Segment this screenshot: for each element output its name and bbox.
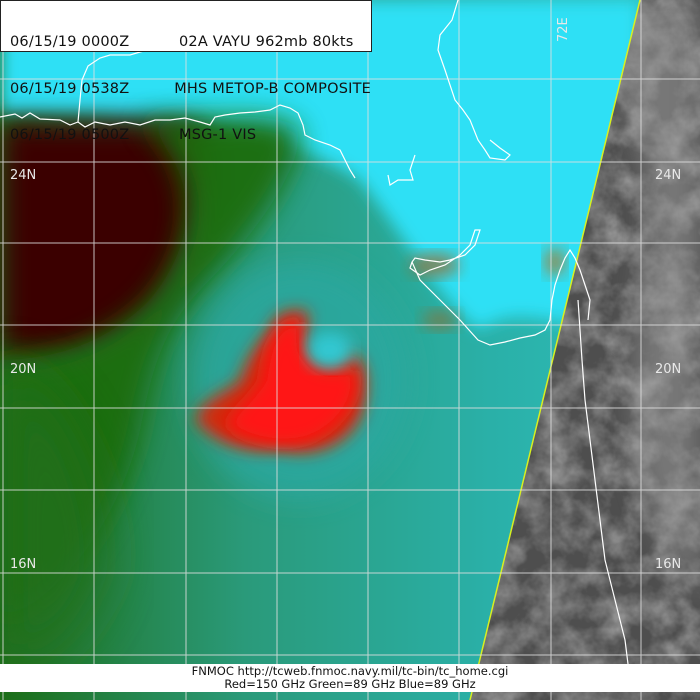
- footer-credit: FNMOC http://tcweb.fnmoc.navy.mil/tc-bin…: [0, 664, 700, 692]
- swath-edge-line: [469, 0, 641, 700]
- lat-label-24n-left: 24N: [10, 168, 37, 183]
- title-datetime: 06/15/19 0500Z: [10, 127, 130, 143]
- title-text: MSG-1 VIS: [179, 127, 257, 143]
- lat-label-16n-right: 16N: [655, 557, 682, 572]
- coastline: [0, 0, 631, 681]
- title-line-vis: 06/15/19 0500Z MSG-1 VIS: [10, 127, 371, 144]
- title-datetime: 06/15/19 0000Z: [10, 34, 130, 50]
- lat-label-20n-right: 20N: [655, 362, 682, 377]
- title-box: 06/15/19 0000Z 02A VAYU 962mb 80kts 06/1…: [0, 0, 372, 143]
- footer-source-url: FNMOC http://tcweb.fnmoc.navy.mil/tc-bin…: [191, 664, 509, 678]
- title-line-storm: 06/15/19 0000Z 02A VAYU 962mb 80kts: [10, 34, 371, 51]
- lon-label-72e: 72E: [556, 17, 571, 42]
- lat-label-24n-right: 24N: [655, 168, 682, 183]
- lat-label-20n-left: 20N: [10, 362, 37, 377]
- title-text: 02A VAYU 962mb 80kts: [179, 34, 354, 50]
- title-line-sensor: 06/15/19 0538Z MHS METOP-B COMPOSITE: [10, 80, 371, 98]
- lat-label-16n-left: 16N: [10, 557, 37, 572]
- title-text: MHS METOP-B COMPOSITE: [174, 80, 371, 97]
- footer-channel-legend: Red=150 GHz Green=89 GHz Blue=89 GHz: [224, 677, 476, 691]
- convection-core: [195, 310, 367, 453]
- title-datetime: 06/15/19 0538Z: [10, 80, 130, 97]
